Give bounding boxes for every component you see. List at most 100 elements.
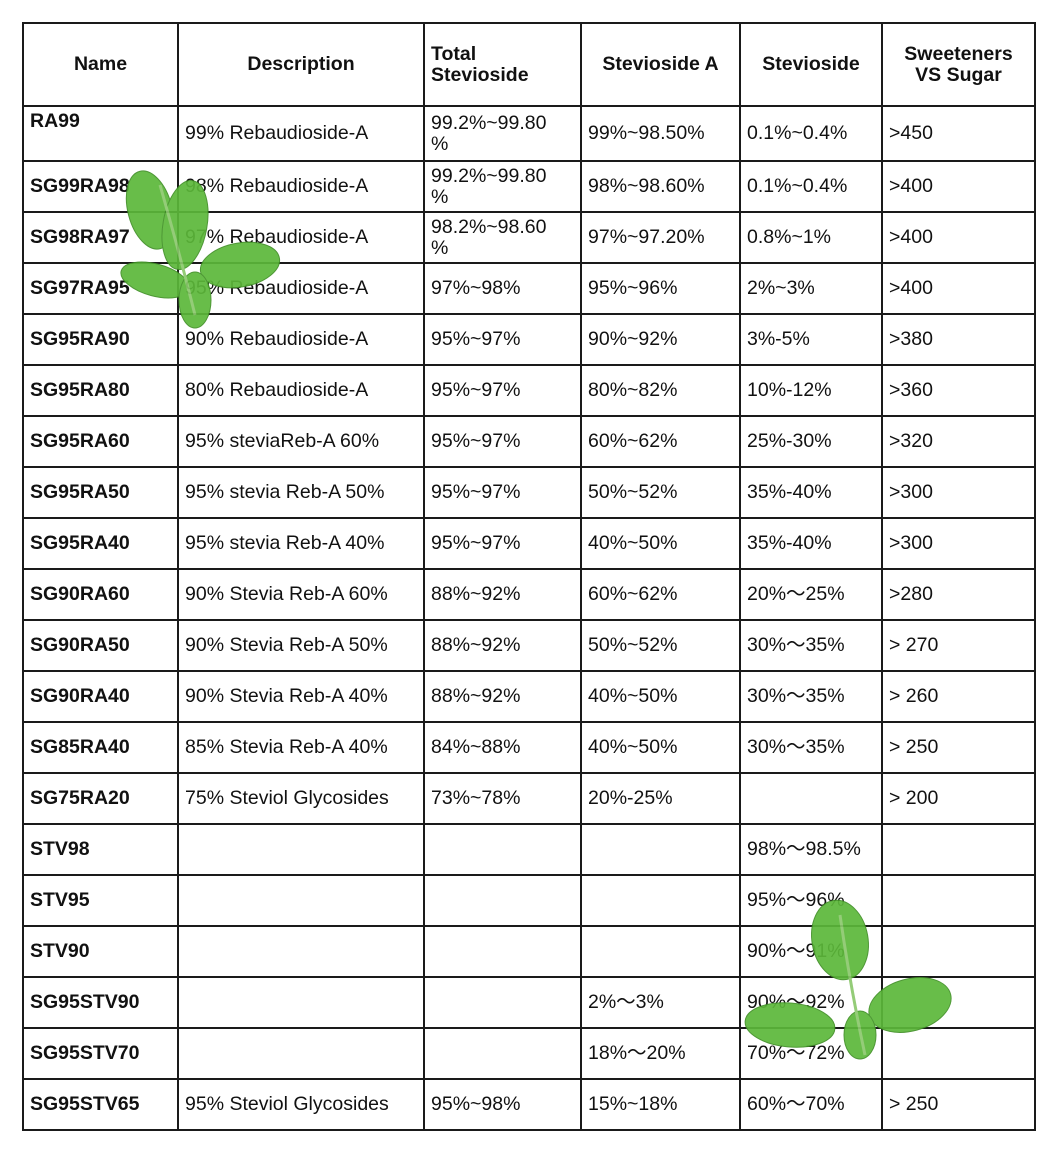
- cell-description: 90% Rebaudioside-A: [177, 313, 425, 366]
- cell-total-stevioside: 88%~92%: [423, 619, 582, 672]
- cell-total-stevioside: [423, 925, 582, 978]
- cell-sweeteners-vs-sugar: >400: [881, 211, 1036, 264]
- cell-total-stevioside: [423, 1027, 582, 1080]
- cell-name: SG95STV90: [22, 976, 179, 1029]
- cell-sweeteners-vs-sugar: [881, 925, 1036, 978]
- table-row: SG95RA40 95% stevia Reb-A 40% 95%~97% 40%~5…: [22, 517, 1036, 570]
- cell-total-stevioside: [423, 976, 582, 1029]
- cell-name: SG95RA60: [22, 415, 179, 468]
- cell-total-stevioside: 95%~97%: [423, 313, 582, 366]
- column-header-name: Name: [22, 22, 179, 107]
- cell-total-stevioside: 95%~97%: [423, 364, 582, 417]
- cell-sweeteners-vs-sugar: [881, 823, 1036, 876]
- table-row: SG98RA97 97% Rebaudioside-A 98.2%~98.60 % 9…: [22, 211, 1036, 264]
- cell-stevioside-a: 60%~62%: [580, 568, 741, 621]
- cell-stevioside-a: 50%~52%: [580, 466, 741, 519]
- column-header-sweeteners-vs-sugar: Sweeteners VS Sugar: [881, 22, 1036, 107]
- cell-stevioside-a: 20%-25%: [580, 772, 741, 825]
- cell-stevioside: 0.8%~1%: [739, 211, 883, 264]
- cell-total-stevioside: [423, 874, 582, 927]
- table-row: SG90RA60 90% Stevia Reb-A 60% 88%~92% 60%~6…: [22, 568, 1036, 621]
- cell-total-stevioside: 99.2%~99.80 %: [423, 105, 582, 162]
- cell-description: [177, 976, 425, 1029]
- cell-stevioside: 30%～35%: [739, 670, 883, 723]
- cell-description: 95% stevia Reb-A 50%: [177, 466, 425, 519]
- table-row: STV95 95%～96%: [22, 874, 1036, 927]
- cell-total-stevioside: 99.2%~99.80 %: [423, 160, 582, 213]
- cell-stevioside-a: 40%~50%: [580, 670, 741, 723]
- cell-name: SG95RA40: [22, 517, 179, 570]
- cell-stevioside: 95%～96%: [739, 874, 883, 927]
- cell-sweeteners-vs-sugar: [881, 874, 1036, 927]
- cell-description: 85% Stevia Reb-A 40%: [177, 721, 425, 774]
- cell-stevioside-a: 40%~50%: [580, 517, 741, 570]
- cell-stevioside-a: 60%~62%: [580, 415, 741, 468]
- table-row: SG95RA50 95% stevia Reb-A 50% 95%~97% 50%~5…: [22, 466, 1036, 519]
- table-row: SG97RA95 95% Rebaudioside-A 97%~98% 95%~96%…: [22, 262, 1036, 315]
- cell-stevioside-a: 97%~97.20%: [580, 211, 741, 264]
- table-row: SG95STV90 2%～3% 90%～92%: [22, 976, 1036, 1029]
- table-row: SG95STV70 18%～20% 70%～72%: [22, 1027, 1036, 1080]
- cell-stevioside-a: 95%~96%: [580, 262, 741, 315]
- cell-sweeteners-vs-sugar: >320: [881, 415, 1036, 468]
- column-header-stevioside: Stevioside: [739, 22, 883, 107]
- cell-description: [177, 925, 425, 978]
- cell-stevioside: 98%～98.5%: [739, 823, 883, 876]
- cell-name: SG75RA20: [22, 772, 179, 825]
- cell-total-stevioside: 88%~92%: [423, 568, 582, 621]
- cell-description: 95% Rebaudioside-A: [177, 262, 425, 315]
- cell-sweeteners-vs-sugar: > 200: [881, 772, 1036, 825]
- cell-sweeteners-vs-sugar: >300: [881, 517, 1036, 570]
- cell-stevioside-a: 2%～3%: [580, 976, 741, 1029]
- cell-stevioside: 25%-30%: [739, 415, 883, 468]
- cell-name: SG85RA40: [22, 721, 179, 774]
- cell-stevioside-a: [580, 823, 741, 876]
- cell-stevioside: [739, 772, 883, 825]
- cell-total-stevioside: 97%~98%: [423, 262, 582, 315]
- cell-name: STV90: [22, 925, 179, 978]
- cell-total-stevioside: 95%~97%: [423, 466, 582, 519]
- cell-description: 95% Steviol Glycosides: [177, 1078, 425, 1131]
- cell-stevioside: 10%-12%: [739, 364, 883, 417]
- column-header-stevioside-a: Stevioside A: [580, 22, 741, 107]
- cell-sweeteners-vs-sugar: >400: [881, 262, 1036, 315]
- cell-description: 80% Rebaudioside-A: [177, 364, 425, 417]
- cell-stevioside-a: [580, 925, 741, 978]
- cell-stevioside: 35%-40%: [739, 466, 883, 519]
- table-row: SG99RA98 98% Rebaudioside-A 99.2%~99.80 % 9…: [22, 160, 1036, 213]
- stevia-product-table: Name Description Total Stevioside Steviosid…: [22, 22, 1036, 1131]
- cell-name: SG95RA80: [22, 364, 179, 417]
- cell-total-stevioside: 98.2%~98.60 %: [423, 211, 582, 264]
- cell-sweeteners-vs-sugar: >380: [881, 313, 1036, 366]
- cell-name: STV95: [22, 874, 179, 927]
- cell-stevioside: 70%～72%: [739, 1027, 883, 1080]
- cell-sweeteners-vs-sugar: >300: [881, 466, 1036, 519]
- cell-total-stevioside: 73%~78%: [423, 772, 582, 825]
- cell-stevioside-a: 80%~82%: [580, 364, 741, 417]
- cell-stevioside: 0.1%~0.4%: [739, 160, 883, 213]
- cell-name: SG95STV70: [22, 1027, 179, 1080]
- column-header-description: Description: [177, 22, 425, 107]
- cell-stevioside: 30%～35%: [739, 619, 883, 672]
- cell-stevioside-a: 90%~92%: [580, 313, 741, 366]
- cell-name: SG90RA40: [22, 670, 179, 723]
- cell-stevioside: 20%～25%: [739, 568, 883, 621]
- cell-stevioside: 60%～70%: [739, 1078, 883, 1131]
- cell-description: [177, 1027, 425, 1080]
- cell-sweeteners-vs-sugar: > 250: [881, 1078, 1036, 1131]
- cell-description: 95% stevia Reb-A 40%: [177, 517, 425, 570]
- cell-sweeteners-vs-sugar: [881, 976, 1036, 1029]
- cell-total-stevioside: 95%~98%: [423, 1078, 582, 1131]
- cell-description: 90% Stevia Reb-A 50%: [177, 619, 425, 672]
- table-row: STV98 98%～98.5%: [22, 823, 1036, 876]
- cell-sweeteners-vs-sugar: > 260: [881, 670, 1036, 723]
- cell-name: RA99: [22, 105, 179, 162]
- cell-stevioside-a: 15%~18%: [580, 1078, 741, 1131]
- cell-stevioside-a: 99%~98.50%: [580, 105, 741, 162]
- cell-description: 75% Steviol Glycosides: [177, 772, 425, 825]
- cell-description: [177, 874, 425, 927]
- table-row: SG75RA20 75% Steviol Glycosides 73%~78% 20%…: [22, 772, 1036, 825]
- cell-description: 95% steviaReb-A 60%: [177, 415, 425, 468]
- table-row: SG85RA40 85% Stevia Reb-A 40% 84%~88% 40%~5…: [22, 721, 1036, 774]
- cell-name: SG90RA50: [22, 619, 179, 672]
